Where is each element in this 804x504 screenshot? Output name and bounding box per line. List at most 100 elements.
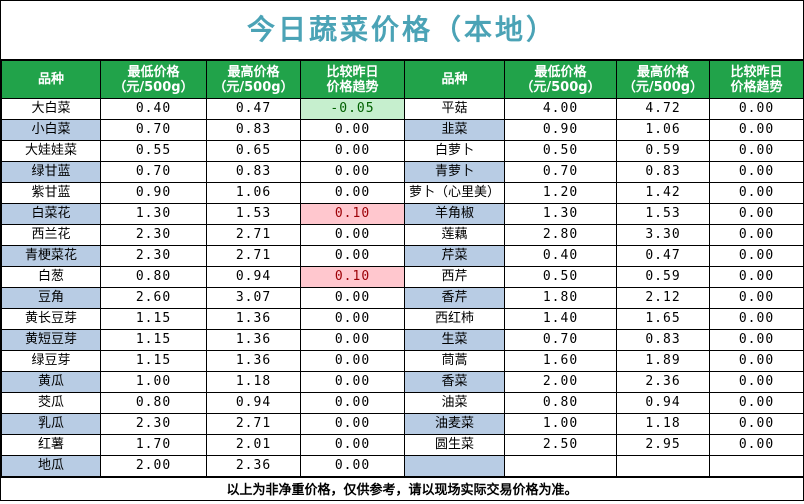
right-item-name-cell: 香菜 <box>404 371 505 393</box>
right-min-price-cell: 4.00 <box>504 98 617 120</box>
right-max-price-cell: 2.36 <box>616 371 710 393</box>
right-max-price-cell: 1.89 <box>616 350 710 372</box>
left-min-price-cell: 0.70 <box>100 161 207 183</box>
left-min-price-cell: 0.80 <box>100 266 207 288</box>
left-min-price-cell: 2.30 <box>100 413 207 435</box>
right-min-price-cell: 0.90 <box>504 119 617 141</box>
left-min-price-cell: 1.15 <box>100 329 207 351</box>
table-row: 红薯 1.70 2.01 0.00 圆生菜 2.50 2.95 0.00 <box>1 434 804 456</box>
left-trend-cell: 0.00 <box>300 392 405 414</box>
table-row: 西兰花 2.30 2.71 0.00 莲藕 2.80 3.30 0.00 <box>1 224 804 246</box>
right-min-price-cell: 1.60 <box>504 350 617 372</box>
left-min-price-cell: 0.70 <box>100 119 207 141</box>
right-trend-cell: 0.00 <box>709 308 804 330</box>
left-item-name-cell: 大娃娃菜 <box>1 140 101 162</box>
right-trend-cell: 0.00 <box>709 287 804 309</box>
left-min-price-cell: 2.00 <box>100 455 207 477</box>
right-min-price-cell: 0.80 <box>504 392 617 414</box>
table-row: 绿甘蓝 0.70 0.83 0.00 青萝卜 0.70 0.83 0.00 <box>1 161 804 183</box>
table-row: 黄短豆芽 1.15 1.36 0.00 生菜 0.70 0.83 0.00 <box>1 329 804 351</box>
right-max-price-cell: 0.59 <box>616 266 710 288</box>
right-item-name-cell: 青萝卜 <box>404 161 505 183</box>
header-row: 品种 最低价格 （元/500g） 最高价格 （元/500g） 比较昨日 价格趋势 品种最… <box>1 60 804 99</box>
column-header: 最低价格 （元/500g） <box>100 60 207 99</box>
left-max-price-cell: 1.36 <box>206 350 301 372</box>
column-header: 品种 <box>404 60 505 99</box>
right-item-name-cell: 西芹 <box>404 266 505 288</box>
left-item-name-cell: 西兰花 <box>1 224 101 246</box>
left-max-price-cell: 2.71 <box>206 413 301 435</box>
left-max-price-cell: 1.36 <box>206 308 301 330</box>
left-item-name-cell: 绿甘蓝 <box>1 161 101 183</box>
left-min-price-cell: 1.00 <box>100 371 207 393</box>
left-item-name-cell: 紫甘蓝 <box>1 182 101 204</box>
right-item-name-cell: 油麦菜 <box>404 413 505 435</box>
column-header: 最低价格 （元/500g） <box>504 60 617 99</box>
right-min-price-cell: 1.20 <box>504 182 617 204</box>
right-item-name-cell: 羊角椒 <box>404 203 505 225</box>
right-trend-cell: 0.00 <box>709 224 804 246</box>
left-item-name-cell: 白葱 <box>1 266 101 288</box>
left-trend-cell: 0.10 <box>300 203 405 225</box>
column-header: 品种 <box>1 60 101 99</box>
left-trend-cell: 0.00 <box>300 350 405 372</box>
left-trend-cell: 0.10 <box>300 266 405 288</box>
right-item-name-cell: 西红柿 <box>404 308 505 330</box>
right-trend-cell: 0.00 <box>709 98 804 120</box>
left-max-price-cell: 2.36 <box>206 455 301 477</box>
right-item-name-cell: 韭菜 <box>404 119 505 141</box>
right-max-price-cell: 0.83 <box>616 161 710 183</box>
left-trend-cell: 0.00 <box>300 119 405 141</box>
right-max-price-cell: 0.94 <box>616 392 710 414</box>
right-trend-cell: 0.00 <box>709 329 804 351</box>
left-trend-cell: 0.00 <box>300 308 405 330</box>
column-header: 比较昨日 价格趋势 <box>300 60 405 99</box>
left-item-name-cell: 乳瓜 <box>1 413 101 435</box>
left-min-price-cell: 2.60 <box>100 287 207 309</box>
left-max-price-cell: 0.83 <box>206 119 301 141</box>
right-item-name-cell: 香芹 <box>404 287 505 309</box>
left-min-price-cell: 1.15 <box>100 350 207 372</box>
right-max-price-cell: 2.12 <box>616 287 710 309</box>
table-row: 青梗菜花 2.30 2.71 0.00 芹菜 0.40 0.47 0.00 <box>1 245 804 267</box>
right-trend-cell: 0.00 <box>709 392 804 414</box>
left-trend-cell: 0.00 <box>300 182 405 204</box>
right-trend-cell: 0.00 <box>709 119 804 141</box>
right-max-price-cell: 0.83 <box>616 329 710 351</box>
right-min-price-cell: 1.40 <box>504 308 617 330</box>
left-min-price-cell: 2.30 <box>100 245 207 267</box>
right-min-price-cell: 2.00 <box>504 371 617 393</box>
left-max-price-cell: 0.65 <box>206 140 301 162</box>
table-row: 大白菜 0.40 0.47 -0.05 平菇 4.00 4.72 0.00 <box>1 98 804 120</box>
right-min-price-cell <box>504 455 617 477</box>
table-row: 豆角 2.60 3.07 0.00 香芹 1.80 2.12 0.00 <box>1 287 804 309</box>
left-item-name-cell: 小白菜 <box>1 119 101 141</box>
left-max-price-cell: 1.18 <box>206 371 301 393</box>
right-min-price-cell: 0.40 <box>504 245 617 267</box>
right-max-price-cell: 4.72 <box>616 98 710 120</box>
left-item-name-cell: 黄瓜 <box>1 371 101 393</box>
right-trend-cell: 0.00 <box>709 140 804 162</box>
right-min-price-cell: 1.30 <box>504 203 617 225</box>
table-row: 白葱 0.80 0.94 0.10 西芹 0.50 0.59 0.00 <box>1 266 804 288</box>
left-item-name-cell: 大白菜 <box>1 98 101 120</box>
right-max-price-cell: 1.65 <box>616 308 710 330</box>
table-row: 黄瓜 1.00 1.18 0.00 香菜 2.00 2.36 0.00 <box>1 371 804 393</box>
right-trend-cell: 0.00 <box>709 182 804 204</box>
left-trend-cell: 0.00 <box>300 161 405 183</box>
right-item-name-cell: 茼蒿 <box>404 350 505 372</box>
right-max-price-cell: 2.95 <box>616 434 710 456</box>
left-trend-cell: 0.00 <box>300 434 405 456</box>
right-max-price-cell: 1.18 <box>616 413 710 435</box>
left-max-price-cell: 2.71 <box>206 245 301 267</box>
left-max-price-cell: 1.53 <box>206 203 301 225</box>
right-item-name-cell: 白萝卜 <box>404 140 505 162</box>
table-row: 小白菜 0.70 0.83 0.00 韭菜 0.90 1.06 0.00 <box>1 119 804 141</box>
left-min-price-cell: 1.15 <box>100 308 207 330</box>
right-item-name-cell: 圆生菜 <box>404 434 505 456</box>
right-min-price-cell: 2.50 <box>504 434 617 456</box>
right-max-price-cell: 1.06 <box>616 119 710 141</box>
left-min-price-cell: 1.30 <box>100 203 207 225</box>
left-item-name-cell: 豆角 <box>1 287 101 309</box>
